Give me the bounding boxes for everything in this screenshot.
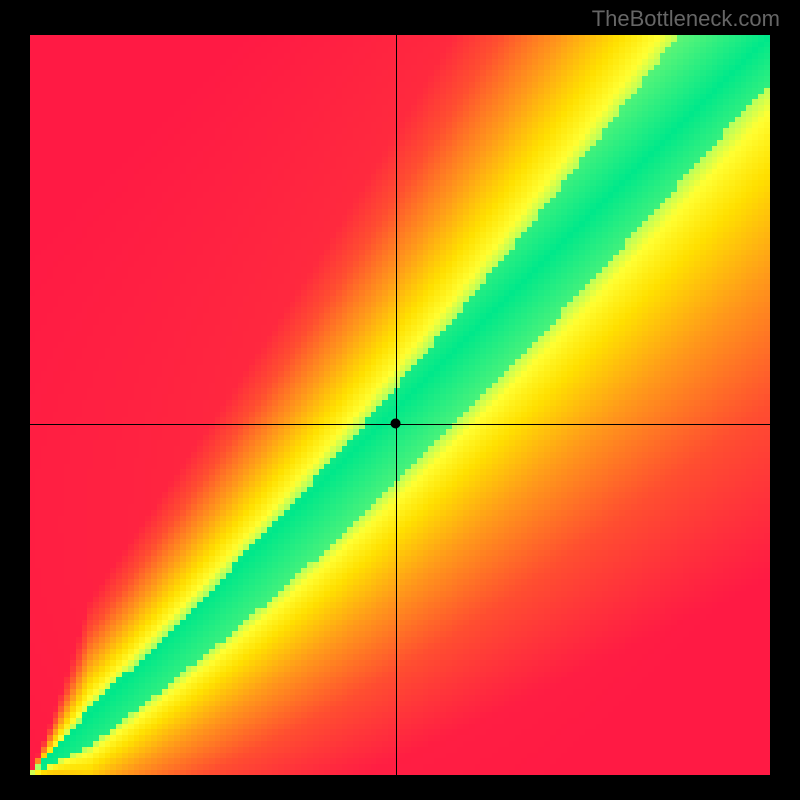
bottleneck-heatmap [30, 35, 770, 775]
chart-container: TheBottleneck.com [0, 0, 800, 800]
watermark-text: TheBottleneck.com [592, 6, 780, 32]
heatmap-plot-wrapper [30, 35, 770, 775]
